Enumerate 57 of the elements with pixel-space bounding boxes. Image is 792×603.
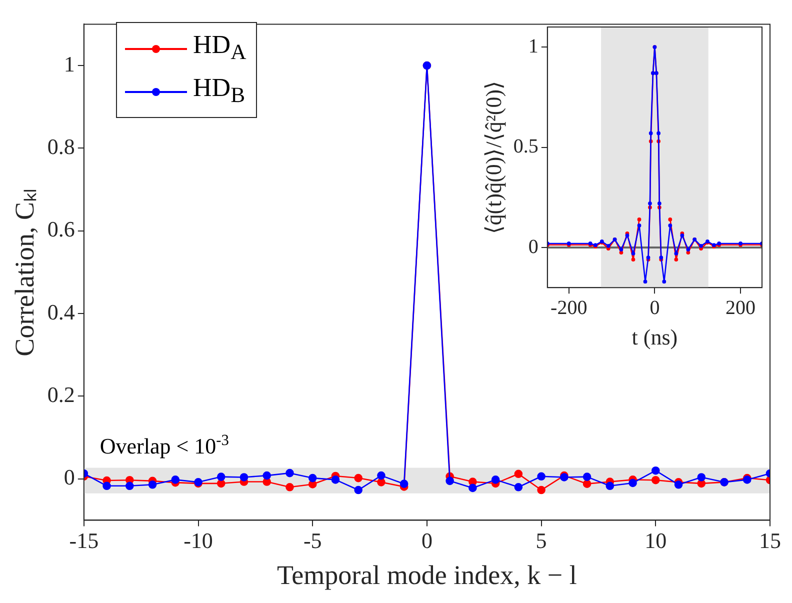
point	[102, 482, 111, 490]
point	[354, 486, 362, 494]
point	[582, 472, 592, 481]
point	[514, 470, 523, 478]
x-tick-label: -5	[303, 528, 322, 554]
point	[216, 479, 226, 488]
point	[674, 480, 683, 489]
point	[582, 480, 592, 488]
point	[514, 482, 523, 492]
x-tick-label: 0	[650, 296, 660, 319]
point	[286, 482, 294, 492]
y-tick-label: 0.5	[513, 136, 538, 158]
point	[171, 476, 180, 484]
x-tick-label: 10	[644, 528, 667, 554]
point	[491, 476, 500, 484]
point	[697, 473, 706, 482]
point	[331, 476, 340, 484]
x-tick-label: -10	[184, 528, 213, 554]
y-axis-title: Correlation, Cₖₗ	[9, 188, 40, 356]
point	[148, 480, 157, 489]
point	[652, 466, 660, 475]
y-tick-label: 0.8	[47, 134, 75, 159]
x-tick-label: -15	[69, 528, 99, 554]
point	[377, 471, 386, 480]
y-axis-title: ⟨q̂(t)q̂(0)⟩/⟨q̂²(0)⟩	[480, 80, 506, 234]
legend-label: HD$_{B}$	[193, 72, 246, 110]
point	[537, 472, 546, 481]
point	[216, 472, 226, 481]
point	[446, 476, 454, 486]
x-axis-title: Temporal mode index, k − l	[277, 560, 577, 590]
x-tick-label: 15	[759, 528, 781, 554]
x-tick-label: 200	[726, 296, 756, 319]
legend-label: HD$_{A}$	[193, 29, 246, 66]
y-tick-label: 0.2	[47, 382, 75, 407]
point	[400, 480, 408, 488]
point	[240, 473, 248, 482]
point	[354, 474, 362, 482]
y-tick-label: 0.4	[47, 299, 75, 324]
point	[125, 482, 134, 490]
y-tick-label: 0	[528, 236, 538, 258]
point	[262, 471, 272, 480]
point	[377, 478, 386, 486]
x-tick-label: 0	[421, 528, 432, 554]
point	[628, 478, 637, 488]
point	[537, 486, 546, 494]
point	[286, 468, 294, 478]
point	[606, 482, 614, 490]
point	[652, 476, 660, 484]
point	[308, 474, 317, 482]
x-tick-label: 5	[536, 528, 547, 554]
point	[468, 484, 477, 492]
y-tick-label: 1	[64, 51, 75, 76]
y-tick-label: 0.6	[47, 216, 75, 242]
x-tick-label: -200	[550, 296, 588, 319]
x-axis-title: t (ns)	[632, 324, 678, 350]
y-tick-label: 0	[64, 464, 75, 490]
y-tick-label: 1	[528, 35, 538, 58]
